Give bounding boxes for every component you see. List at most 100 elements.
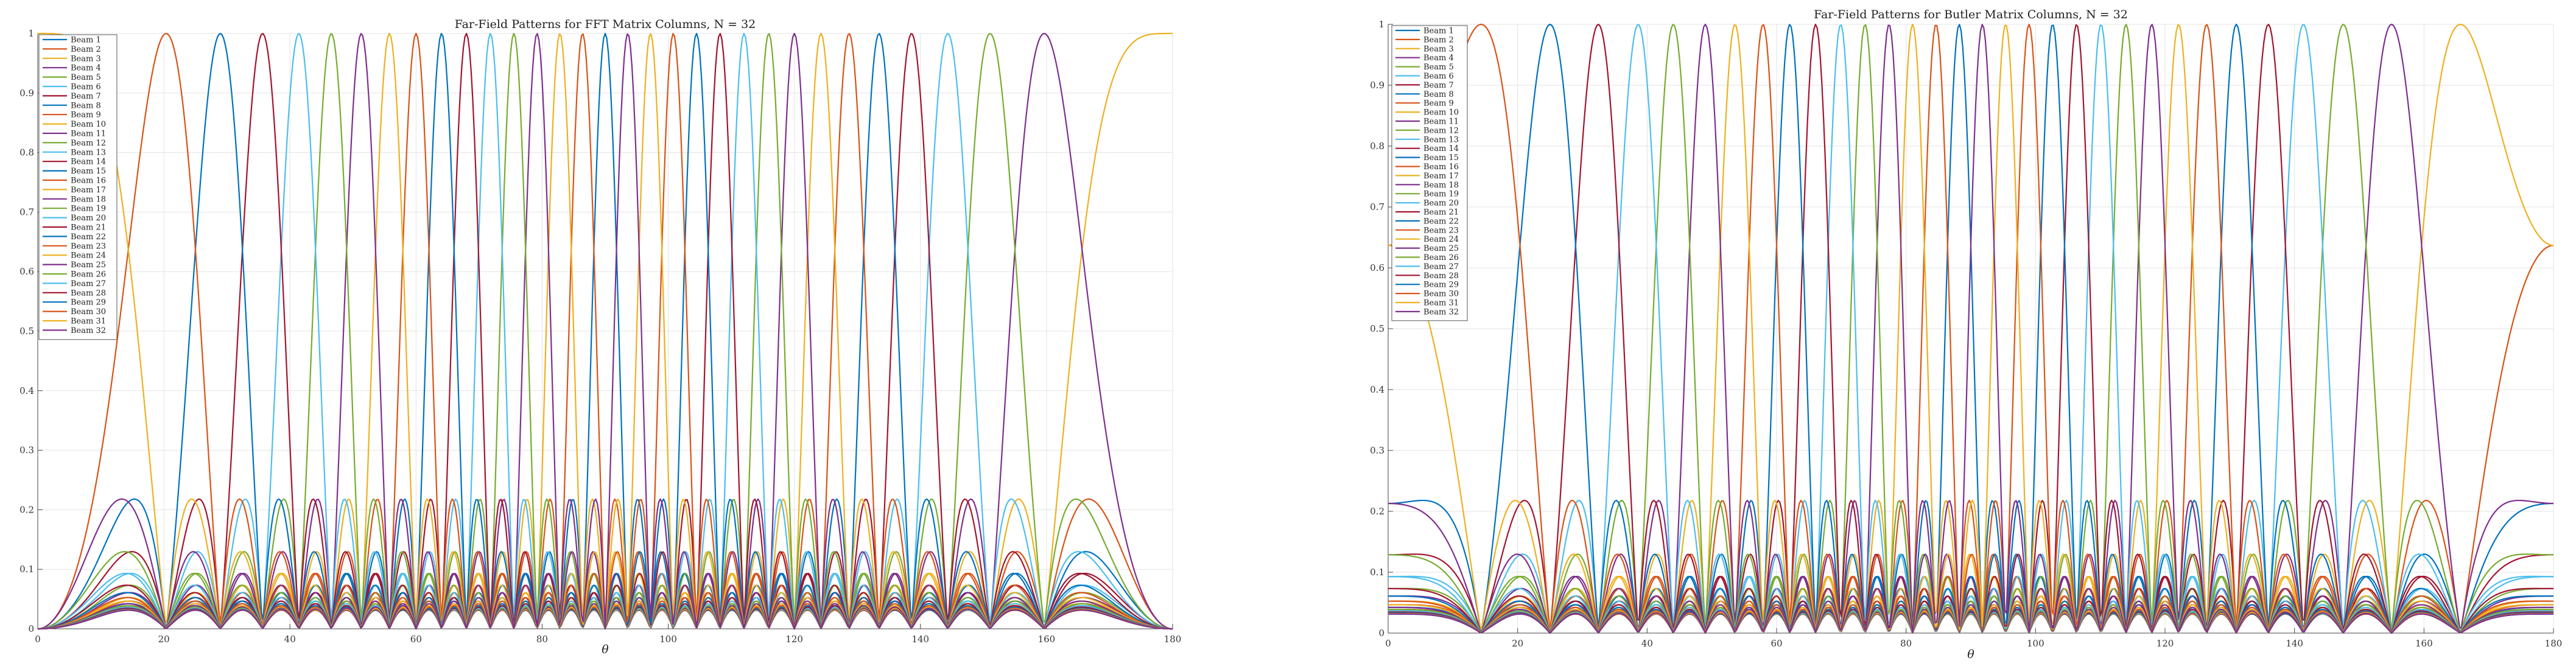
- legend-label: Beam 24: [1423, 235, 1459, 244]
- series-line-beam-24: [1388, 24, 2553, 634]
- legend-label: Beam 25: [1423, 244, 1459, 253]
- legend-label: Beam 26: [1423, 253, 1459, 262]
- legend-label: Beam 18: [1423, 181, 1459, 190]
- legend-label: Beam 2: [1423, 35, 1454, 44]
- legend-label: Beam 28: [71, 289, 106, 298]
- y-tick-label: 0.2: [1370, 506, 1385, 517]
- legend-label: Beam 31: [1423, 299, 1459, 308]
- legend-label: Beam 7: [71, 92, 101, 101]
- x-tick-label: 140: [2286, 638, 2303, 649]
- chart-panel-1: 0 20 40 60 80 100 120 140 160 180 0 0.1 0.2 0.3 0.4 0.5…: [19, 18, 1181, 656]
- legend-box: [1391, 25, 1468, 321]
- x-axis-label: θ: [602, 643, 609, 656]
- legend-label: Beam 19: [1423, 190, 1459, 199]
- series-line-beam-22: [1388, 23, 2553, 634]
- legend-label: Beam 8: [1423, 90, 1454, 99]
- y-tick-label: 0.1: [1370, 567, 1385, 578]
- x-tick-label: 80: [1900, 638, 1912, 649]
- legend-label: Beam 27: [1423, 262, 1459, 271]
- chart-title: Far-Field Patterns for Butler Matrix Col…: [1814, 8, 2128, 21]
- legend-label: Beam 10: [1423, 108, 1459, 117]
- legend-label: Beam 14: [1423, 144, 1459, 153]
- legend-label: Beam 18: [71, 195, 106, 204]
- legend-label: Beam 11: [1423, 117, 1459, 127]
- legend-label: Beam 3: [1423, 44, 1454, 54]
- x-tick-label: 60: [410, 634, 422, 645]
- x-tick-label: 120: [785, 634, 803, 645]
- legend-label: Beam 20: [1423, 199, 1459, 208]
- legend-label: Beam 24: [71, 251, 106, 261]
- y-tick-label: 0.7: [1370, 201, 1385, 212]
- legend-label: Beam 17: [71, 186, 106, 195]
- legend-label: Beam 6: [1423, 72, 1454, 81]
- y-tick-label: 0.1: [19, 564, 34, 575]
- x-tick-label: 40: [1641, 638, 1653, 649]
- y-tick-label: 0.4: [1370, 384, 1385, 395]
- series-line-beam-23: [1388, 24, 2553, 634]
- x-tick-label: 160: [1038, 634, 1056, 645]
- legend-label: Beam 1: [71, 36, 101, 45]
- legend-label: Beam 31: [71, 317, 106, 326]
- chart-panel-2: 0 20 40 60 80 100 120 140 160 180 0 0.1 0.2 0.3 0.4 0.5…: [1370, 8, 2562, 661]
- legend-label: Beam 23: [1423, 226, 1459, 235]
- y-tick-label: 0: [28, 623, 34, 634]
- series-line-beam-25: [1388, 24, 2553, 634]
- y-tick-label: 0.8: [19, 147, 34, 158]
- legend-label: Beam 30: [1423, 290, 1459, 299]
- x-tick-label: 100: [2027, 638, 2044, 649]
- y-tick-label: 0.6: [19, 266, 34, 277]
- legend-label: Beam 14: [71, 158, 106, 167]
- legend-label: Beam 27: [71, 279, 106, 289]
- legend-label: Beam 4: [71, 64, 101, 73]
- x-tick-label: 120: [2157, 638, 2174, 649]
- y-tick-label: 0.5: [1370, 323, 1385, 334]
- legend-label: Beam 29: [1423, 281, 1459, 290]
- legend-label: Beam 22: [71, 233, 106, 242]
- legend-label: Beam 9: [1423, 99, 1454, 108]
- series-line-beam-32: [1388, 24, 2553, 634]
- legend-label: Beam 21: [71, 223, 106, 233]
- x-tick-label: 20: [1512, 638, 1523, 649]
- legend-label: Beam 32: [1423, 307, 1459, 317]
- legend-label: Beam 13: [71, 148, 106, 157]
- y-tick-label: 0.5: [19, 326, 34, 337]
- legend-label: Beam 2: [71, 45, 101, 54]
- legend-label: Beam 30: [71, 307, 106, 317]
- series-line-beam-20: [1388, 24, 2553, 634]
- x-tick-label: 80: [536, 634, 548, 645]
- x-tick-label: 0: [1385, 638, 1391, 649]
- legend-label: Beam 16: [71, 177, 106, 186]
- legend-label: Beam 15: [71, 167, 106, 176]
- y-tick-label: 0.4: [19, 385, 34, 396]
- series-line-beam-21: [1388, 24, 2553, 634]
- legend-label: Beam 11: [71, 130, 106, 139]
- legend-label: Beam 4: [1423, 54, 1454, 63]
- legend-label: Beam 7: [1423, 81, 1454, 90]
- y-tick-label: 0.2: [19, 504, 34, 515]
- x-tick-label: 20: [158, 634, 170, 645]
- legend-label: Beam 8: [71, 101, 101, 110]
- y-tick-label: 0.8: [1370, 141, 1385, 152]
- legend-label: Beam 5: [71, 73, 101, 82]
- y-tick-label: 0.3: [19, 445, 34, 456]
- series-line-beam-32: [37, 33, 1173, 630]
- legend-label: Beam 5: [1423, 63, 1454, 72]
- y-tick-label: 1: [28, 28, 34, 39]
- legend-label: Beam 21: [1423, 208, 1459, 217]
- legend-label: Beam 10: [71, 120, 106, 129]
- x-tick-label: 0: [35, 634, 41, 645]
- legend-box: [38, 34, 118, 340]
- legend-label: Beam 6: [71, 83, 101, 92]
- x-tick-label: 60: [1771, 638, 1782, 649]
- x-axis-label: θ: [1967, 648, 1974, 661]
- y-tick-label: 0.3: [1370, 445, 1385, 456]
- y-tick-label: 0: [1378, 628, 1385, 639]
- x-tick-label: 140: [911, 634, 929, 645]
- legend-label: Beam 16: [1423, 163, 1459, 172]
- legend-label: Beam 12: [71, 139, 106, 148]
- legend-label: Beam 28: [1423, 271, 1459, 281]
- chart-title: Far-Field Patterns for FFT Matrix Column…: [455, 18, 756, 31]
